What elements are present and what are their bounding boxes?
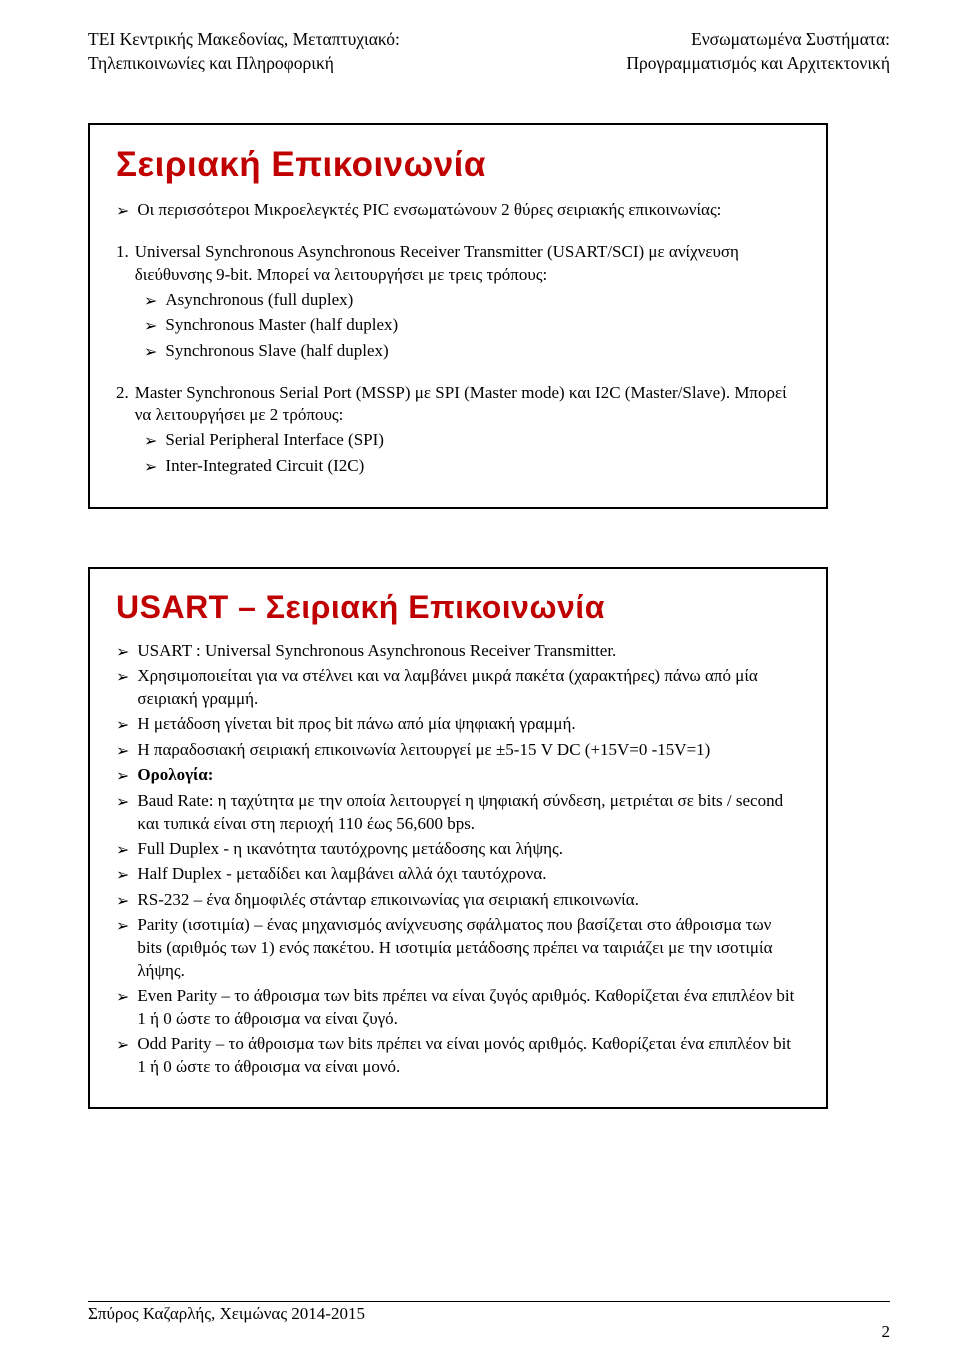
list-item: ➢ Η μετάδοση γίνεται bit προς bit πάνω απ…: [116, 713, 800, 737]
bullet-arrow-icon: ➢: [144, 316, 157, 338]
bullet-arrow-icon: ➢: [144, 291, 157, 313]
list-item: ➢ Χρησιμοποιείται για να στέλνει και να λ…: [116, 665, 800, 711]
list-item: ➢ Baud Rate: η ταχύτητα με την οποία λειτ…: [116, 790, 800, 836]
bullet-arrow-icon: ➢: [116, 865, 129, 887]
panel1-item1-num: 1.: [116, 241, 129, 264]
list-item: ➢ Η παραδοσιακή σειριακή επικοινωνία λειτ…: [116, 739, 800, 763]
list-item: ➢ Synchronous Slave (half duplex): [144, 340, 800, 364]
list-item-text: Χρησιμοποιείται για να στέλνει και να λα…: [137, 665, 800, 711]
panel1-item1-text: Universal Synchronous Asynchronous Recei…: [135, 241, 800, 287]
bullet-arrow-icon: ➢: [116, 741, 129, 763]
page-header: ΤΕΙ Κεντρικής Μακεδονίας, Μεταπτυχιακό: …: [88, 28, 890, 75]
header-right: Ενσωματωμένα Συστήματα: Προγραμματισμός …: [626, 28, 890, 75]
bullet-arrow-icon: ➢: [116, 766, 129, 788]
panel-usart: USART – Σειριακή Επικοινωνία ➢ USART : Un…: [88, 567, 828, 1109]
bullet-arrow-icon: ➢: [144, 342, 157, 364]
bullet-arrow-icon: ➢: [116, 891, 129, 913]
list-item-text: Synchronous Slave (half duplex): [165, 340, 800, 363]
list-item-text: RS-232 – ένα δημοφιλές στάνταρ επικοινων…: [137, 889, 800, 912]
list-item-text: Asynchronous (full duplex): [165, 289, 800, 312]
page-number: 2: [882, 1322, 891, 1342]
panel1-item1: 1. Universal Synchronous Asynchronous Re…: [116, 241, 800, 287]
panel-serial-comm: Σειριακή Επικοινωνία ➢ Οι περισσότεροι Μ…: [88, 123, 828, 508]
panel1-title: Σειριακή Επικοινωνία: [116, 145, 800, 185]
list-item-text: Serial Peripheral Interface (SPI): [165, 429, 800, 452]
list-item: ➢ Full Duplex - η ικανότητα ταυτόχρονης μ…: [116, 838, 800, 862]
list-item-text: Full Duplex - η ικανότητα ταυτόχρονης με…: [137, 838, 800, 861]
page-footer: Σπύρος Καζαρλής, Χειμώνας 2014-2015 2: [88, 1301, 890, 1324]
footer-author: Σπύρος Καζαρλής, Χειμώνας 2014-2015: [88, 1304, 365, 1324]
panel1-intro: ➢ Οι περισσότεροι Μικροελεγκτές PIC ενσω…: [116, 199, 800, 223]
list-item: ➢ Asynchronous (full duplex): [144, 289, 800, 313]
footer-rule: [88, 1301, 890, 1302]
list-item-text: Inter-Integrated Circuit (I2C): [165, 455, 800, 478]
list-item-text: Synchronous Master (half duplex): [165, 314, 800, 337]
header-left-line1: ΤΕΙ Κεντρικής Μακεδονίας, Μεταπτυχιακό:: [88, 28, 400, 52]
bullet-arrow-icon: ➢: [116, 715, 129, 737]
panel1-item2-text: Master Synchronous Serial Port (MSSP) με…: [135, 382, 800, 428]
header-right-line2: Προγραμματισμός και Αρχιτεκτονική: [626, 52, 890, 76]
list-item: ➢ Synchronous Master (half duplex): [144, 314, 800, 338]
bullet-arrow-icon: ➢: [144, 431, 157, 453]
list-item-text: Odd Parity – το άθροισμα των bits πρέπει…: [137, 1033, 800, 1079]
bullet-arrow-icon: ➢: [116, 667, 129, 689]
bullet-arrow-icon: ➢: [116, 840, 129, 862]
list-item: ➢ Inter-Integrated Circuit (I2C): [144, 455, 800, 479]
header-left-line2: Τηλεπικοινωνίες και Πληροφορική: [88, 52, 400, 76]
list-item: ➢ Odd Parity – το άθροισμα των bits πρέπε…: [116, 1033, 800, 1079]
panel2-bullets: ➢ USART : Universal Synchronous Asynchron…: [116, 640, 800, 1079]
list-item-text: Even Parity – το άθροισμα των bits πρέπε…: [137, 985, 800, 1031]
list-item-text: Baud Rate: η ταχύτητα με την οποία λειτο…: [137, 790, 800, 836]
bullet-arrow-icon: ➢: [116, 201, 129, 223]
bullet-arrow-icon: ➢: [116, 916, 129, 938]
list-item-text: USART : Universal Synchronous Asynchrono…: [137, 640, 800, 663]
header-right-line1: Ενσωματωμένα Συστήματα:: [626, 28, 890, 52]
panel1-item2-subs: ➢ Serial Peripheral Interface (SPI) ➢ Inter…: [144, 429, 800, 478]
list-item: ➢ Half Duplex - μεταδίδει και λαμβάνει αλ…: [116, 863, 800, 887]
list-item: ➢ Serial Peripheral Interface (SPI): [144, 429, 800, 453]
bullet-arrow-icon: ➢: [116, 792, 129, 814]
panel1-intro-text: Οι περισσότεροι Μικροελεγκτές PIC ενσωμα…: [137, 199, 800, 222]
header-left: ΤΕΙ Κεντρικής Μακεδονίας, Μεταπτυχιακό: …: [88, 28, 400, 75]
bullet-arrow-icon: ➢: [116, 1035, 129, 1057]
list-item-text: Η μετάδοση γίνεται bit προς bit πάνω από…: [137, 713, 800, 736]
bullet-arrow-icon: ➢: [144, 457, 157, 479]
list-item: ➢ Ορολογία:: [116, 764, 800, 788]
list-item: ➢ USART : Universal Synchronous Asynchron…: [116, 640, 800, 664]
bullet-arrow-icon: ➢: [116, 642, 129, 664]
list-item-text: Half Duplex - μεταδίδει και λαμβάνει αλλ…: [137, 863, 800, 886]
panel2-title: USART – Σειριακή Επικοινωνία: [116, 589, 800, 626]
list-item-text: Η παραδοσιακή σειριακή επικοινωνία λειτο…: [137, 739, 800, 762]
panel1-item1-subs: ➢ Asynchronous (full duplex) ➢ Synchronous …: [144, 289, 800, 364]
list-item-text: Parity (ισοτιμία) – ένας μηχανισμός ανίχ…: [137, 914, 800, 983]
list-item: ➢ Parity (ισοτιμία) – ένας μηχανισμός ανί…: [116, 914, 800, 983]
list-item: ➢ RS-232 – ένα δημοφιλές στάνταρ επικοινω…: [116, 889, 800, 913]
panel1-item2-num: 2.: [116, 382, 129, 405]
panel1-item2: 2. Master Synchronous Serial Port (MSSP)…: [116, 382, 800, 428]
list-item-text: Ορολογία:: [137, 764, 800, 787]
bullet-arrow-icon: ➢: [116, 987, 129, 1009]
list-item: ➢ Even Parity – το άθροισμα των bits πρέπ…: [116, 985, 800, 1031]
